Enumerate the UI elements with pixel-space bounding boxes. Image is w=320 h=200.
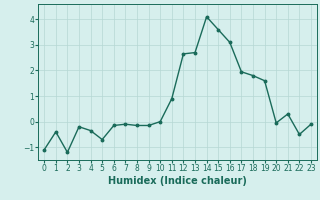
- X-axis label: Humidex (Indice chaleur): Humidex (Indice chaleur): [108, 176, 247, 186]
